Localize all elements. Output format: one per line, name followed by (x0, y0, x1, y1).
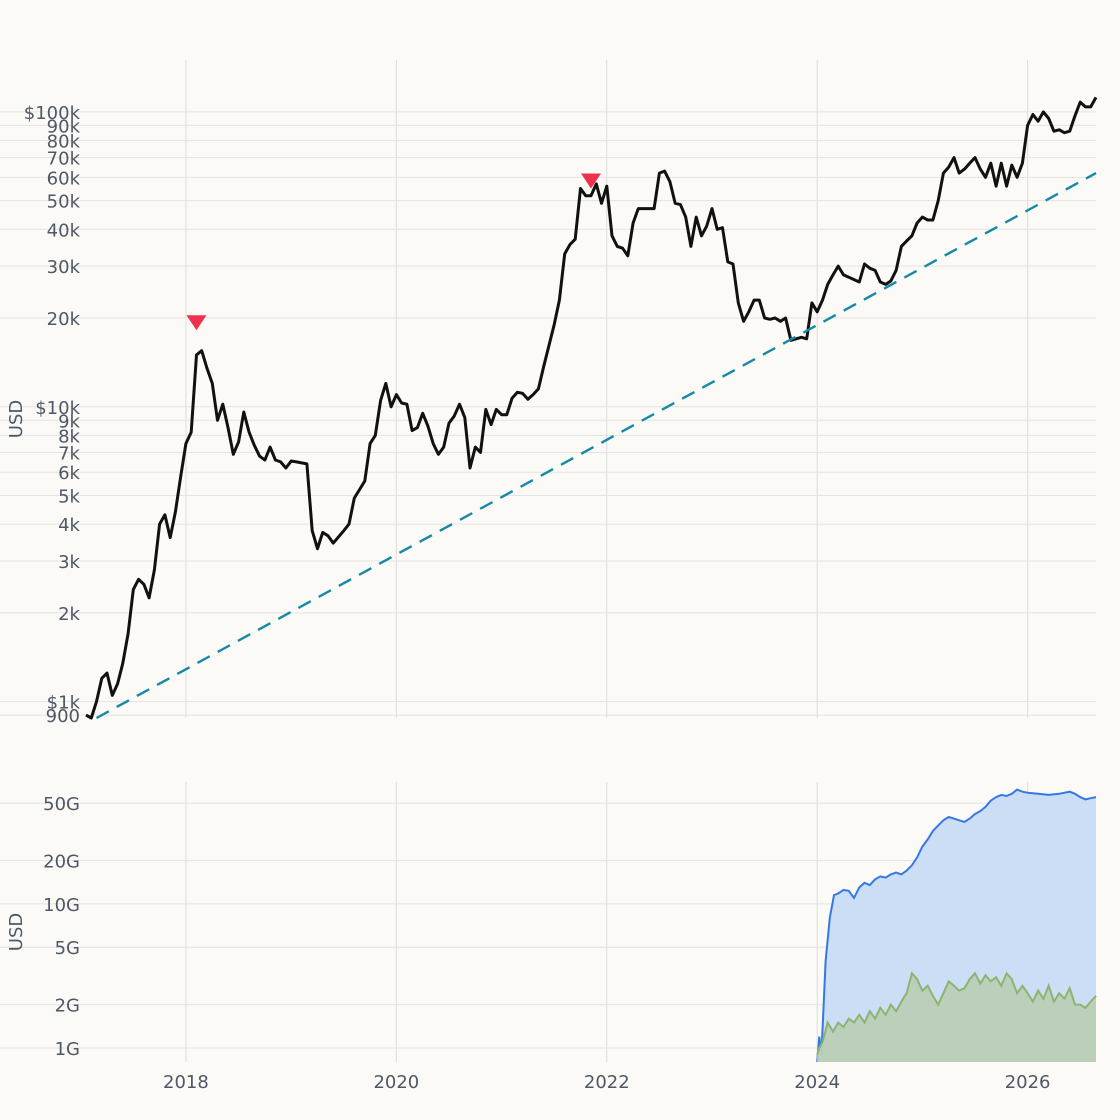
price-y-tick-label: 7k (58, 443, 80, 464)
price-y-tick-label: 30k (47, 257, 81, 278)
volume-y-tick-label: 10G (43, 895, 80, 916)
price-panel (85, 96, 1098, 720)
peak-marker (581, 173, 601, 189)
x-tick-label: 2026 (1005, 1072, 1051, 1093)
price-y-tick-label: 900 (46, 706, 80, 727)
x-tick-label: 2024 (794, 1072, 840, 1093)
price-y-tick-label: 2k (58, 604, 80, 625)
trend-line (95, 172, 1097, 720)
x-tick-label: 2022 (584, 1072, 630, 1093)
price-y-axis-label: USD (6, 400, 27, 438)
price-line (85, 96, 1098, 720)
volume-y-tick-label: 2G (55, 996, 80, 1017)
price-y-tick-label: 6k (58, 463, 80, 484)
volume-y-tick-label: 50G (43, 794, 80, 815)
price-y-tick-label: 8k (58, 426, 80, 447)
volume-line-1 (816, 971, 1097, 1055)
axis-labels: 2018 2020 2022 2024 2026 900$1k 2k 3k 4k 5k 6k7k8k… (6, 103, 1051, 1093)
x-tick-label: 2018 (163, 1072, 209, 1093)
price-y-tick-label: 40k (47, 220, 81, 241)
price-y-tick-label: 9k (58, 411, 80, 432)
price-y-tick-label: 70k (47, 149, 81, 170)
price-y-tick-label: $10k (35, 398, 80, 419)
price-y-tick-label: 4k (58, 515, 80, 536)
price-y-tick-label: 3k (58, 552, 80, 573)
price-y-tick-label: $1k (47, 693, 81, 714)
volume-area-1 (817, 973, 1096, 1062)
price-y-tick-label: 20k (47, 309, 81, 330)
price-y-tick-label: 90k (47, 116, 81, 137)
price-y-tick-label: 60k (47, 168, 81, 189)
volume-y-tick-label: 20G (43, 851, 80, 872)
volume-y-tick-label: 5G (55, 938, 80, 959)
volume-y-tick-label: 1G (55, 1039, 80, 1060)
volume-y-axis-label: USD (6, 913, 27, 951)
price-y-tick-label: 50k (47, 192, 81, 213)
grid-layer (0, 60, 1096, 1062)
x-tick-label: 2020 (373, 1072, 419, 1093)
peak-marker (186, 315, 207, 331)
volume-panel (816, 788, 1097, 1063)
price-y-tick-label: 5k (58, 487, 80, 508)
volume-line-0 (816, 788, 1097, 1063)
price-y-tick-label: $100k (24, 103, 81, 124)
price-y-tick-label: 80k (47, 131, 81, 152)
